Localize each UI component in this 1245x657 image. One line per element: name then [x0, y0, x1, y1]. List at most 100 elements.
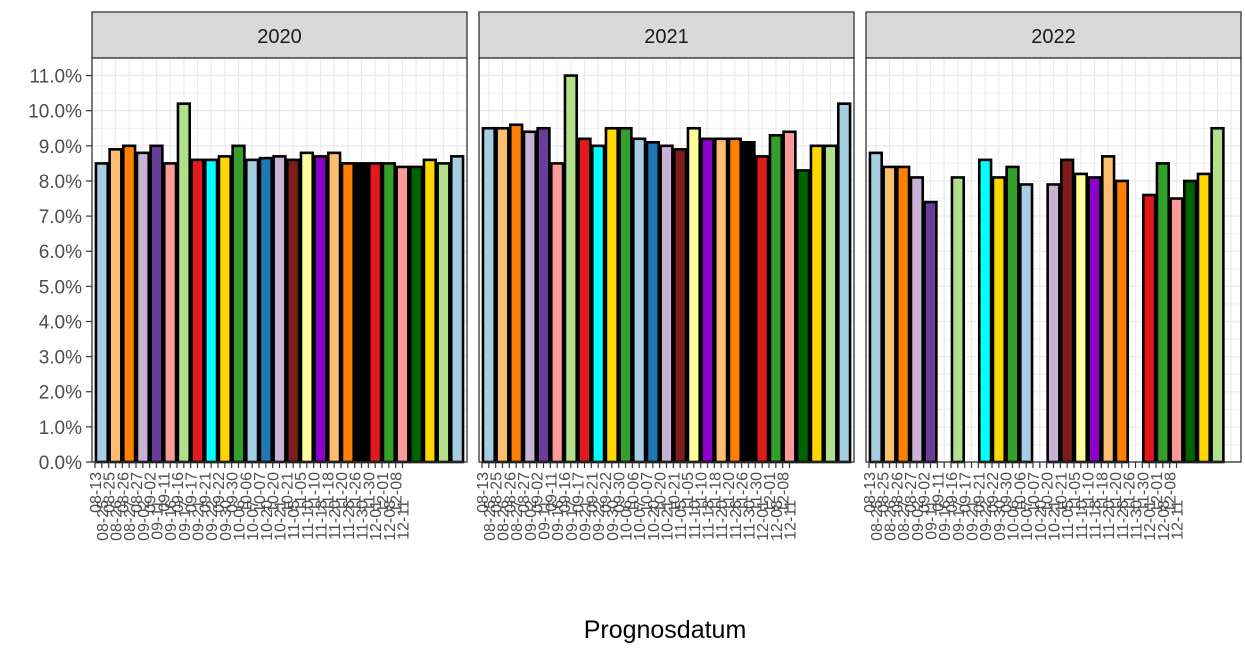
x-tick-label: 08-25	[876, 472, 893, 513]
bar	[713, 137, 729, 464]
bar	[449, 155, 465, 464]
bar	[782, 130, 797, 464]
x-tick-label: 09-17	[951, 500, 968, 541]
x-tick-label: 11-20	[721, 472, 738, 512]
x-tick-label: 09-02	[523, 500, 540, 541]
x-tick-label: 08-27	[896, 500, 913, 541]
bar	[495, 126, 510, 464]
x-tick-label: 11-26	[1115, 500, 1132, 540]
x-tick-label: 11-30	[748, 472, 765, 512]
bar	[795, 169, 811, 464]
bar	[672, 148, 688, 464]
x-tick-label: 12-11	[396, 500, 413, 540]
x-tick-label: 10-20	[266, 472, 283, 513]
x-tick-label: 09-17	[564, 500, 581, 541]
bar	[1100, 155, 1116, 464]
bar	[809, 144, 825, 464]
y-tick-label: 4.0%	[39, 312, 82, 333]
x-tick-label: 11-05	[673, 500, 690, 540]
bar	[231, 144, 246, 464]
x-tick-label: 08-26	[109, 500, 126, 541]
x-tick-label: 12-01	[368, 500, 385, 541]
bar	[149, 144, 164, 464]
x-tick-label: 10-06	[619, 500, 636, 541]
x-tick-label: 11-26	[348, 472, 365, 512]
x-tick-label: 08-25	[482, 500, 499, 541]
x-tick-label: 09-21	[191, 500, 208, 541]
x-tick-label: 09-17	[184, 472, 201, 513]
x-tick-label: 09-02	[530, 472, 547, 513]
x-tick-label: 10-21	[1053, 472, 1070, 513]
x-tick-label: 12-08	[1156, 500, 1173, 541]
x-tick-label: 09-02	[910, 500, 927, 541]
x-tick-label: 11-20	[714, 500, 731, 540]
bar	[768, 133, 784, 464]
x-tick-label: 10-20	[653, 472, 670, 513]
x-tick-label: 10-06	[1012, 472, 1029, 513]
x-tick-label: 10-20	[1033, 500, 1050, 541]
bar	[522, 130, 538, 464]
bar	[313, 155, 328, 464]
x-tick-label: 12-01	[762, 472, 779, 513]
x-tick-label: 09-17	[177, 500, 194, 541]
panels-layer: 0.0% 1.0% 2.0% 3.0% 4.0% 5.0% 6.0% 7.0% 8.0% 9.0%…	[28, 11, 1242, 541]
bar	[700, 137, 715, 464]
x-tick-label: 08-27	[509, 500, 526, 541]
bar	[285, 158, 301, 464]
bar	[162, 162, 178, 464]
bar	[645, 141, 661, 464]
x-tick-label: 10-06	[625, 472, 642, 513]
x-tick-label: 08-25	[102, 472, 119, 513]
x-tick-label: 09-30	[612, 472, 629, 513]
y-tick-label: 0.0%	[39, 453, 82, 474]
facet-strip-label: 2020	[257, 26, 302, 48]
bar	[244, 158, 260, 464]
x-tick-label: 10-07	[245, 500, 262, 541]
bar	[108, 148, 123, 464]
x-tick-label: 09-22	[204, 500, 221, 541]
bar	[1169, 197, 1184, 464]
bar	[135, 151, 151, 464]
facet-panel-2021: 202108-1308-2508-2508-2608-2608-2708-270…	[475, 11, 855, 541]
x-tick-label: 10-07	[1026, 472, 1043, 513]
bar	[950, 176, 966, 464]
x-tick-label: 08-26	[502, 472, 519, 513]
x-tick-label: 12-11	[1170, 500, 1187, 540]
x-tick-label: 11-18	[314, 500, 331, 540]
bar	[727, 137, 743, 464]
x-tick-label: 10-06	[238, 472, 255, 513]
x-tick-label: 11-10	[307, 472, 324, 512]
bar	[1182, 179, 1198, 464]
x-tick-label: 12-01	[1142, 500, 1159, 541]
x-tick-label: 12-08	[382, 500, 399, 541]
x-tick-label: 09-02	[917, 472, 934, 513]
x-tick-label: 09-11	[930, 472, 947, 512]
x-tick-label: 11-10	[1081, 472, 1098, 512]
facet-strip-label: 2022	[1031, 26, 1076, 48]
x-tick-label: 08-27	[903, 472, 920, 513]
x-tick-label: 10-21	[660, 500, 677, 541]
bar	[868, 151, 884, 464]
x-tick-label: 09-16	[170, 472, 187, 513]
bar	[590, 144, 606, 464]
x-tick-label: 09-17	[571, 472, 588, 513]
y-tick-label: 5.0%	[39, 277, 82, 298]
bar	[909, 176, 925, 464]
x-tick-label: 09-21	[578, 500, 595, 541]
x-tick-label: 11-05	[286, 500, 303, 540]
x-tick-label: 11-20	[327, 500, 344, 540]
bar	[381, 162, 397, 464]
bar	[508, 123, 524, 464]
bar	[882, 165, 897, 464]
bar	[367, 162, 383, 464]
x-tick-label: 10-07	[632, 500, 649, 541]
bar	[326, 151, 342, 464]
bar	[340, 162, 356, 464]
y-tick-label: 10.0%	[28, 102, 82, 123]
y-tick-label: 8.0%	[39, 172, 82, 193]
bar	[836, 102, 852, 464]
x-tick-label: 09-21	[971, 472, 988, 513]
x-tick-label: 09-16	[557, 472, 574, 513]
x-tick-label: 12-01	[755, 500, 772, 541]
